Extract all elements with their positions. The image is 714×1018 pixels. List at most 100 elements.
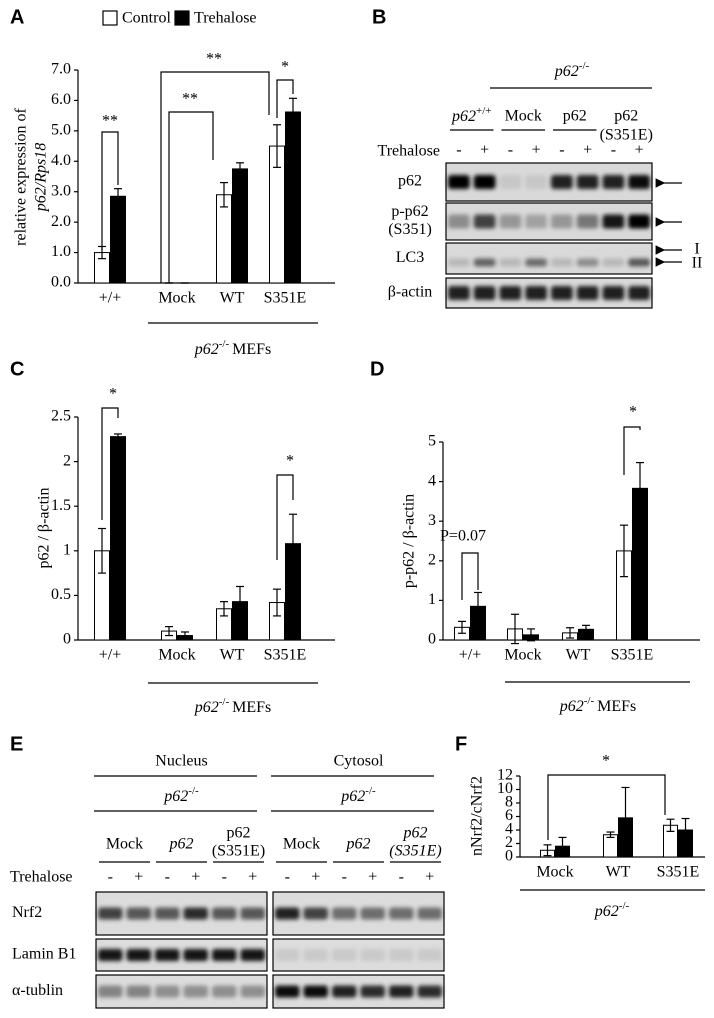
blot-frame xyxy=(95,891,268,936)
blot-band xyxy=(183,985,208,998)
x-tick-label: Mock xyxy=(536,864,573,881)
blot-band xyxy=(155,985,180,998)
x-tick-label: Mock xyxy=(158,647,195,664)
error-bar xyxy=(606,831,615,839)
y-tick-label: 0 xyxy=(428,631,436,648)
group-label-part: -/- xyxy=(219,696,230,708)
group-label: p62-/- MEFs xyxy=(194,696,272,716)
blot-band xyxy=(448,175,470,189)
error-bar xyxy=(273,588,281,617)
y-tick-label: 2.0 xyxy=(51,213,71,230)
blot-band xyxy=(98,949,123,961)
significance-bracket xyxy=(276,79,294,118)
group-label: p62-/- MEFs xyxy=(194,338,272,358)
y-tick-label: 2 xyxy=(505,834,513,851)
blot-band xyxy=(417,985,442,998)
panel-letter: C xyxy=(10,358,24,380)
panel-letter: B xyxy=(372,6,386,28)
blot-frame xyxy=(272,974,445,1009)
blot-band xyxy=(417,907,442,920)
significance-label: * xyxy=(281,59,289,76)
significance-bracket xyxy=(547,774,666,840)
blot-band xyxy=(389,985,414,998)
section-title: Nucleus xyxy=(155,753,207,770)
error-bar xyxy=(666,818,675,832)
y-tick-label: 5 xyxy=(428,433,436,450)
group-label: p62+/+ xyxy=(451,105,491,125)
label: Mock xyxy=(505,108,542,125)
blot-frame xyxy=(272,891,445,936)
group-label-part: -/- xyxy=(219,338,230,350)
error-bar xyxy=(566,627,574,639)
blot-band xyxy=(155,949,180,961)
significance-label: * xyxy=(629,404,637,421)
blot-band xyxy=(628,214,650,229)
blot-band xyxy=(628,286,650,300)
genotype: p62 xyxy=(554,63,579,80)
y-tick-label: 0 xyxy=(63,631,71,648)
label: p62 xyxy=(403,825,428,842)
error-bar xyxy=(236,162,244,176)
genotype-sup: -/- xyxy=(188,785,199,797)
genotype-sup: +/+ xyxy=(476,105,491,117)
blot-band xyxy=(303,949,328,961)
y-tick-label: 3.0 xyxy=(51,182,71,199)
label: α-tublin xyxy=(12,982,63,999)
label: p62 xyxy=(227,825,251,842)
blot-band xyxy=(448,258,470,267)
blot-band xyxy=(389,907,414,920)
blot-band xyxy=(551,258,573,267)
y-tick-label: 2 xyxy=(63,452,71,469)
error-bar xyxy=(527,628,535,642)
y-axis-label: p62/Rps18 xyxy=(33,143,50,212)
y-tick-label: 1.5 xyxy=(51,497,71,514)
y-tick-label: 1 xyxy=(63,541,71,558)
treatment-sign: - xyxy=(456,142,461,159)
label: LC3 xyxy=(396,249,424,266)
blot-band xyxy=(499,175,522,189)
blot-band xyxy=(98,985,123,998)
error-bar xyxy=(289,97,297,127)
blot-band xyxy=(240,985,265,998)
genotype-sup: -/- xyxy=(365,785,376,797)
blot-band xyxy=(212,907,237,920)
treatment-sign: - xyxy=(559,142,564,159)
legend-swatch xyxy=(174,10,190,26)
blot-band xyxy=(98,907,123,920)
blot-band xyxy=(360,907,385,920)
treatment-sign: - xyxy=(508,142,513,159)
genotype-sup: -/- xyxy=(579,60,590,72)
blot-band xyxy=(332,907,357,920)
error-bar xyxy=(236,585,244,618)
x-tick-label: Mock xyxy=(504,647,541,664)
label: (S351E) xyxy=(389,843,441,860)
genotype: p62 xyxy=(340,788,365,805)
treatment-sign: - xyxy=(611,142,616,159)
y-axis-label: p62 / β-actin xyxy=(36,487,53,568)
error-bar xyxy=(220,181,228,208)
bar xyxy=(285,111,301,284)
blot-band xyxy=(551,286,573,300)
panel-letter: D xyxy=(370,358,384,380)
group-label-part: p62 xyxy=(194,341,219,358)
error-bar xyxy=(273,124,281,168)
section-title: Cytosol xyxy=(334,753,384,770)
y-tick-label: 3 xyxy=(428,512,436,529)
label: (S351E) xyxy=(212,843,265,860)
treatment-sign: + xyxy=(248,869,257,886)
y-tick-label: 1 xyxy=(428,591,436,608)
error-bar xyxy=(582,624,590,634)
y-tick-label: 4 xyxy=(505,821,513,838)
label: Mock xyxy=(106,836,143,853)
x-tick-label: S351E xyxy=(611,647,654,664)
treatment-sign: - xyxy=(285,869,290,886)
treatment-sign: + xyxy=(368,869,377,886)
error-bar xyxy=(289,513,297,574)
significance-label: * xyxy=(602,753,610,770)
y-tick-label: 2.5 xyxy=(51,408,71,425)
label: β-actin xyxy=(388,284,433,301)
group-label-part: MEFs xyxy=(597,698,636,715)
blot-band xyxy=(473,258,496,267)
blot-band xyxy=(576,258,599,267)
blot-band xyxy=(126,907,151,920)
